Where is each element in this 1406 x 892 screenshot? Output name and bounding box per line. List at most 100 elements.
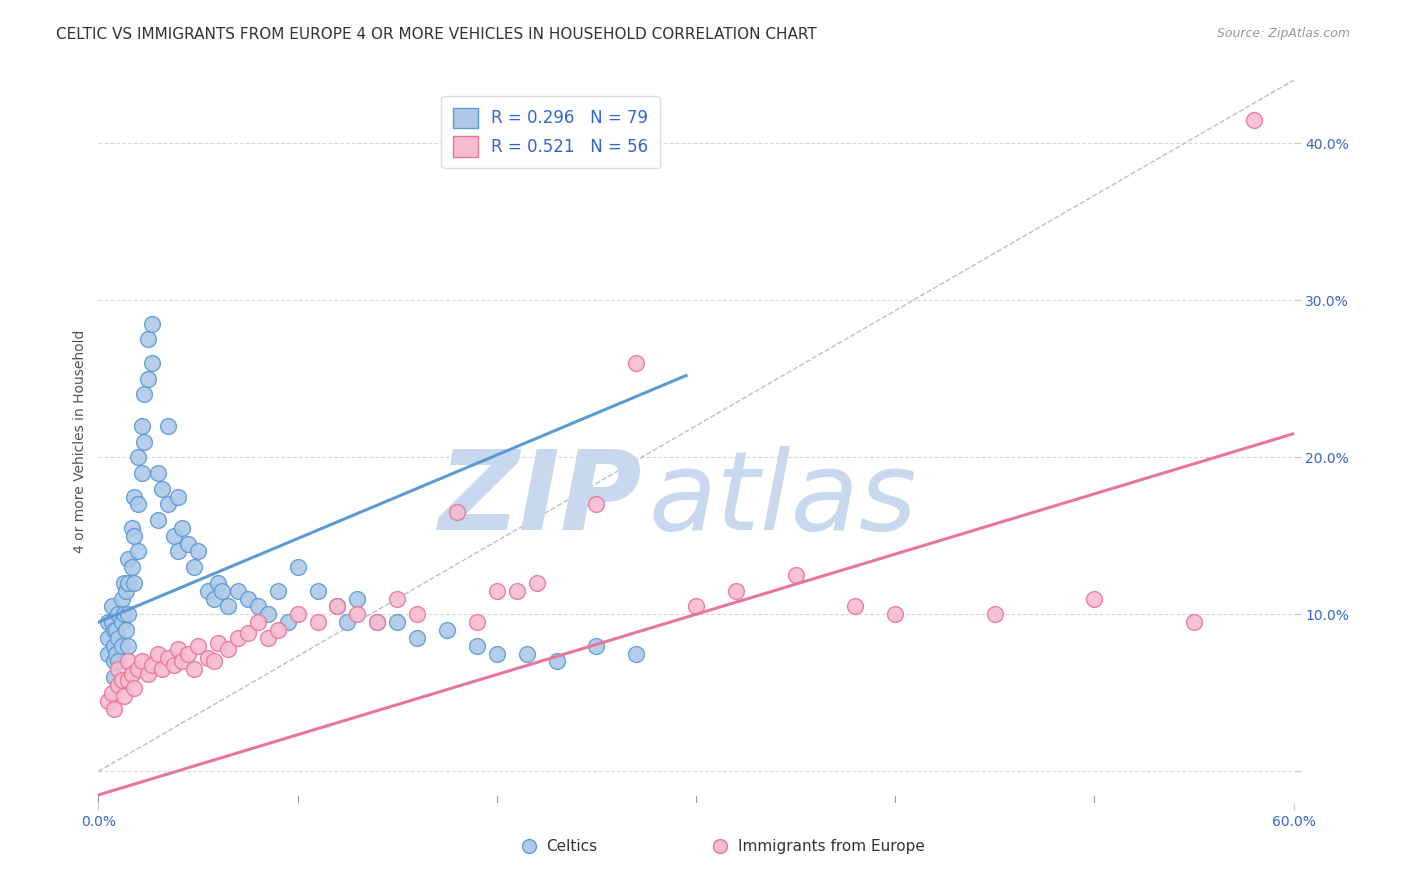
Point: [136, 667, 159, 681]
Point: [136, 333, 159, 347]
Point: [385, 591, 409, 606]
Point: [148, 647, 170, 661]
Point: [112, 575, 135, 590]
Point: [385, 615, 409, 630]
Point: [485, 583, 508, 598]
Point: [626, 356, 648, 370]
Point: [101, 686, 124, 700]
Point: [107, 607, 129, 622]
Point: [256, 631, 278, 645]
Text: Immigrants from Europe: Immigrants from Europe: [738, 838, 925, 854]
Point: [516, 647, 538, 661]
Point: [217, 641, 239, 656]
Point: [124, 490, 146, 504]
Point: [167, 641, 190, 656]
Point: [131, 655, 153, 669]
Point: [107, 678, 129, 692]
Point: [97, 647, 120, 661]
Point: [103, 670, 125, 684]
Point: [127, 450, 149, 465]
Point: [117, 655, 139, 669]
Point: [211, 583, 233, 598]
Point: [117, 552, 139, 566]
Point: [141, 317, 163, 331]
Point: [141, 356, 163, 370]
Point: [167, 544, 190, 558]
Point: [256, 607, 278, 622]
Point: [585, 497, 607, 511]
Point: [526, 575, 548, 590]
Point: [127, 497, 149, 511]
Point: [134, 434, 156, 449]
Point: [336, 615, 359, 630]
Text: Source: ZipAtlas.com: Source: ZipAtlas.com: [1216, 27, 1350, 40]
Point: [107, 631, 129, 645]
Point: [267, 623, 290, 637]
Point: [287, 607, 309, 622]
Text: CELTIC VS IMMIGRANTS FROM EUROPE 4 OR MORE VEHICLES IN HOUSEHOLD CORRELATION CHA: CELTIC VS IMMIGRANTS FROM EUROPE 4 OR MO…: [56, 27, 817, 42]
Point: [112, 607, 135, 622]
Point: [103, 639, 125, 653]
Point: [115, 623, 138, 637]
Point: [217, 599, 239, 614]
Point: [585, 639, 607, 653]
Point: [127, 544, 149, 558]
Point: [167, 490, 190, 504]
Point: [326, 599, 349, 614]
Point: [485, 647, 508, 661]
Point: [366, 615, 388, 630]
Point: [183, 560, 205, 574]
Point: [107, 662, 129, 676]
Point: [307, 583, 329, 598]
Point: [136, 372, 159, 386]
Point: [177, 536, 200, 550]
Point: [111, 639, 134, 653]
Point: [346, 591, 368, 606]
Text: Celtics: Celtics: [547, 838, 598, 854]
Legend: R = 0.296   N = 79, R = 0.521   N = 56: R = 0.296 N = 79, R = 0.521 N = 56: [441, 95, 661, 169]
Point: [121, 560, 143, 574]
Point: [207, 575, 229, 590]
Point: [246, 615, 269, 630]
Point: [157, 651, 180, 665]
Point: [406, 631, 429, 645]
Point: [150, 482, 173, 496]
Point: [124, 575, 146, 590]
Point: [1123, 858, 1146, 872]
Point: [111, 591, 134, 606]
Point: [465, 639, 488, 653]
Point: [307, 615, 329, 630]
Point: [197, 583, 219, 598]
Point: [163, 529, 186, 543]
Point: [844, 599, 866, 614]
Point: [105, 647, 128, 661]
Point: [202, 591, 225, 606]
Point: [177, 647, 200, 661]
Point: [103, 701, 125, 715]
Point: [626, 647, 648, 661]
Point: [111, 615, 134, 630]
Point: [226, 583, 249, 598]
Point: [546, 655, 568, 669]
Point: [236, 591, 259, 606]
Point: [685, 599, 707, 614]
Point: [111, 673, 134, 688]
Point: [101, 599, 124, 614]
Point: [267, 583, 290, 598]
Point: [141, 657, 163, 672]
Point: [187, 639, 209, 653]
Point: [105, 623, 128, 637]
Point: [97, 694, 120, 708]
Point: [346, 607, 368, 622]
Point: [246, 599, 269, 614]
Point: [97, 615, 120, 630]
Point: [148, 466, 170, 480]
Point: [446, 505, 468, 519]
Point: [724, 583, 747, 598]
Point: [131, 418, 153, 433]
Point: [1083, 591, 1105, 606]
Point: [124, 529, 146, 543]
Point: [172, 655, 194, 669]
Point: [97, 631, 120, 645]
Point: [1182, 615, 1205, 630]
